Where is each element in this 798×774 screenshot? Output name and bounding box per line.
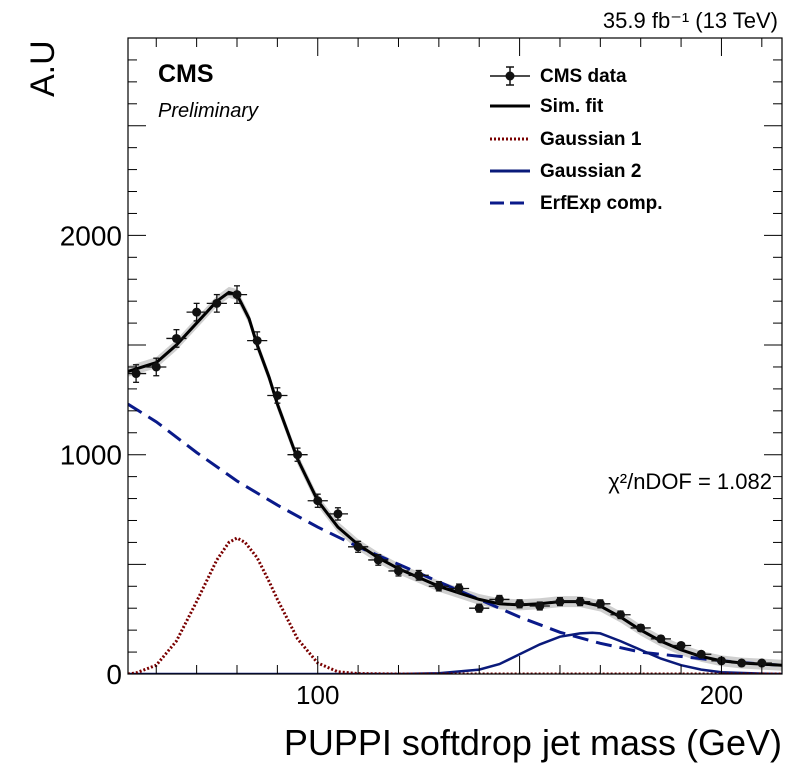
data-point	[267, 387, 288, 404]
data-point-marker	[474, 603, 484, 613]
data-point	[509, 599, 530, 609]
data-point-marker	[676, 640, 686, 650]
y-axis-title: A.U	[24, 40, 62, 97]
data-point	[128, 364, 147, 383]
data-point	[529, 601, 550, 611]
data-point-marker	[656, 634, 666, 644]
data-point	[166, 329, 187, 348]
data-point-marker	[737, 658, 747, 668]
data-point	[206, 293, 227, 313]
data-point	[388, 565, 409, 577]
data-point-marker	[131, 369, 141, 379]
data-point	[630, 623, 651, 633]
data-point-marker	[232, 290, 242, 300]
data-point-marker	[293, 450, 303, 460]
data-point	[489, 594, 510, 605]
x-axis-title: PUPPI softdrop jet mass (GeV)	[284, 722, 782, 763]
data-point	[428, 581, 449, 592]
legend-entry-gauss2: Gaussian 2	[490, 161, 641, 182]
legend-label-fit: Sim. fit	[540, 96, 604, 117]
cms-label: CMS	[158, 60, 214, 88]
data-point	[751, 658, 772, 668]
data-point-marker	[595, 599, 605, 609]
chi2-annotation: χ²/nDOF = 1.082	[608, 469, 772, 494]
data-point	[448, 583, 470, 594]
legend-label-gauss1: Gaussian 1	[540, 129, 642, 150]
data-point-marker	[696, 649, 706, 659]
data-point-marker	[393, 566, 403, 576]
data-point-marker	[212, 298, 222, 308]
data-point	[408, 569, 429, 581]
data-point	[691, 649, 712, 659]
data-point	[186, 302, 207, 322]
data-point	[226, 285, 248, 305]
legend-entry-erfexp: ErfExp comp.	[490, 193, 662, 214]
plot-frame	[127, 37, 783, 675]
data-point-marker	[192, 307, 202, 317]
data-point	[287, 447, 308, 462]
data-point	[247, 331, 268, 351]
legend-entry-fit: Sim. fit	[490, 96, 604, 117]
data-points	[128, 285, 772, 668]
legend-label-gauss2: Gaussian 2	[540, 161, 641, 182]
data-point-marker	[414, 570, 424, 580]
data-point	[368, 554, 389, 566]
data-point-marker	[313, 496, 323, 506]
data-point	[327, 507, 349, 521]
data-point	[570, 597, 591, 607]
y-tick-label: 2000	[60, 220, 122, 251]
legend-entry-gauss1: Gaussian 1	[490, 129, 642, 150]
legend: CMS data Sim. fit Gaussian 1 Gaussian 2 …	[490, 66, 662, 214]
y-tick-label: 0	[106, 659, 122, 690]
data-point-marker	[535, 601, 545, 611]
data-point-marker	[151, 362, 161, 372]
data-point-marker	[333, 509, 343, 519]
plot-area	[128, 285, 782, 674]
data-point-marker	[757, 658, 767, 668]
data-point-marker	[171, 333, 181, 343]
data-point-marker	[616, 610, 626, 620]
preliminary-label: Preliminary	[158, 100, 259, 122]
luminosity-label: 35.9 fb⁻¹ (13 TeV)	[603, 8, 778, 33]
y-tick-label: 1000	[60, 440, 122, 471]
data-point	[146, 357, 167, 377]
data-point	[549, 597, 571, 607]
data-point	[469, 603, 490, 613]
data-point	[610, 610, 631, 620]
data-point-marker	[555, 597, 565, 607]
data-point-marker	[494, 594, 504, 604]
data-point	[307, 493, 328, 508]
data-point-marker	[434, 581, 444, 591]
x-tick-label: 100	[296, 680, 339, 710]
gaussian1-curve	[128, 536, 782, 674]
legend-label-data: CMS data	[540, 66, 627, 87]
x-tick-label: 200	[700, 680, 743, 710]
data-point-marker	[252, 336, 262, 346]
data-point-marker	[373, 555, 383, 565]
data-point	[731, 658, 752, 668]
data-point-marker	[454, 583, 464, 593]
data-point-marker	[353, 542, 363, 552]
data-point-marker	[636, 623, 646, 633]
data-point-marker	[272, 390, 282, 400]
data-point	[590, 599, 611, 609]
data-point-marker	[515, 599, 525, 609]
data-point	[670, 640, 692, 650]
data-point	[650, 634, 671, 644]
data-point	[348, 540, 369, 553]
legend-entry-data: CMS data	[490, 66, 627, 87]
data-point-marker	[575, 597, 585, 607]
erfexp-curve	[128, 402, 782, 667]
legend-label-erfexp: ErfExp comp.	[540, 193, 662, 214]
